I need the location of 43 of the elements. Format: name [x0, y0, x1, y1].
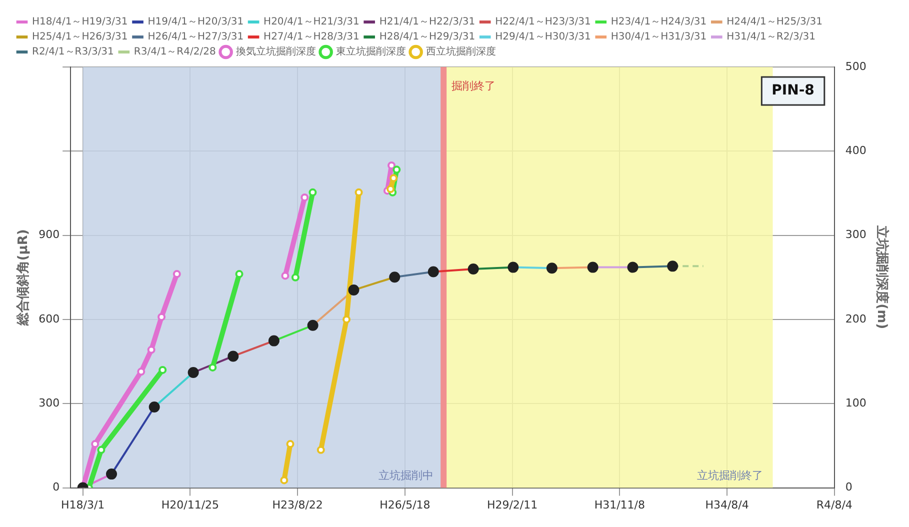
legend-label: H20/4/1～H21/3/31: [264, 16, 360, 28]
x-tick-label: H26/5/18: [380, 498, 430, 512]
legend-label: H24/4/1～H25/3/31: [726, 16, 822, 28]
y2-tick-label: 200: [845, 312, 866, 326]
legend-label: H25/4/1～H26/3/31: [32, 32, 128, 43]
y-axis-title: 総合傾斜角(μR): [15, 229, 32, 327]
legend-label: H19/4/1～H20/3/31: [148, 16, 244, 28]
x-tick-label: H29/2/11: [486, 498, 538, 512]
legend-label: R2/4/1～R3/3/31: [32, 46, 114, 58]
annotation: PIN-8: [772, 82, 814, 99]
y-tick-label: 300: [38, 396, 60, 410]
ref-line-label: 掘削終了: [452, 79, 496, 92]
legend-label: H29/4/1～H30/3/31: [495, 32, 591, 43]
legend-label: H26/4/1～H27/3/31: [148, 32, 244, 43]
y-tick-label: 900: [38, 228, 60, 242]
legend-label: H30/4/1～H31/3/31: [610, 32, 707, 43]
y2-axis-title: 立坑掘削深度(m): [874, 224, 890, 330]
y2-tick-label: 100: [845, 396, 866, 410]
y2-tick-label: 300: [845, 228, 866, 242]
x-tick-label: H34/8/4: [705, 498, 749, 512]
band-label: 立坑掘削終了: [696, 469, 763, 482]
y2-tick-label: 400: [845, 144, 866, 158]
x-tick-label: H31/11/8: [594, 498, 646, 512]
legend-label: H28/4/1～H29/3/31: [379, 32, 476, 43]
x-tick-label: H20/11/25: [161, 498, 220, 512]
y-tick-label: 0: [52, 480, 60, 494]
legend-label: H22/4/1～H23/3/31: [495, 16, 591, 28]
x-tick-label: H23/8/22: [272, 498, 323, 512]
legend-label: H31/4/1～R2/3/31: [726, 32, 816, 43]
legend-label: H21/4/1～H22/3/31: [379, 16, 476, 28]
legend-label: H23/4/1～H24/3/31: [610, 16, 707, 28]
band-label: 立坑掘削中: [378, 469, 434, 482]
legend-label: H18/4/1～H19/3/31: [32, 16, 128, 28]
y-tick-label: 600: [38, 312, 60, 326]
y2-tick-label: 0: [845, 480, 852, 494]
x-tick-label: R4/8/4: [816, 498, 852, 512]
legend-label: 西立坑掘削深度: [426, 46, 496, 58]
legend-label: R3/4/1～R4/2/28: [134, 46, 216, 58]
x-tick-label: H18/3/1: [60, 498, 105, 512]
legend-label: 換気立坑掘削深度: [236, 46, 316, 58]
y2-tick-label: 500: [845, 60, 866, 73]
legend-label: 東立坑掘削深度: [336, 46, 406, 58]
legend-label: H27/4/1～H28/3/31: [264, 32, 360, 43]
